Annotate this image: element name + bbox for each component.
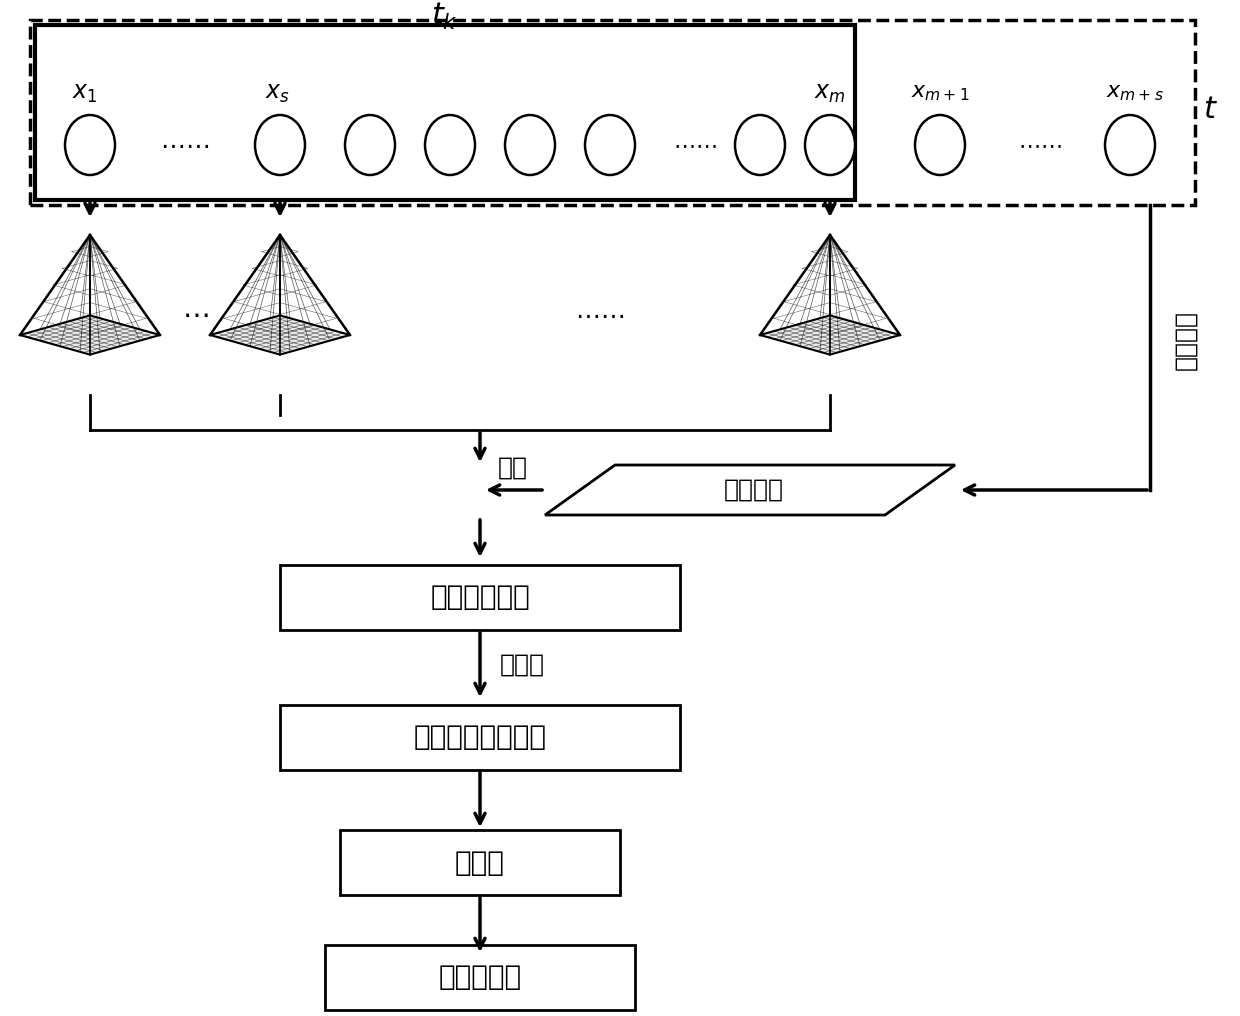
Ellipse shape [345, 115, 396, 175]
Polygon shape [210, 315, 350, 355]
Polygon shape [760, 315, 900, 355]
Ellipse shape [1105, 115, 1154, 175]
Text: 类别判断: 类别判断 [723, 478, 784, 502]
Text: 按类概率模型: 按类概率模型 [430, 583, 529, 612]
Bar [325, 945, 635, 1010]
Bar [340, 830, 620, 895]
Bar [280, 705, 680, 770]
Text: 实时数据: 实时数据 [1173, 310, 1197, 370]
Text: $x_m$: $x_m$ [815, 81, 846, 105]
Text: $x_{m+1}$: $x_{m+1}$ [911, 83, 970, 103]
Text: 故障率: 故障率 [455, 848, 505, 877]
Text: 可视化: 可视化 [500, 653, 546, 677]
Text: $x_s$: $x_s$ [264, 81, 289, 105]
Bar [35, 25, 856, 200]
Polygon shape [20, 315, 160, 355]
Text: $\cdots\cdots$: $\cdots\cdots$ [1018, 135, 1061, 155]
Ellipse shape [64, 115, 115, 175]
Polygon shape [546, 465, 955, 515]
Bar [280, 565, 680, 630]
Text: 按类概率图像模型: 按类概率图像模型 [413, 723, 547, 752]
Text: $\cdots\cdots$: $\cdots\cdots$ [575, 303, 625, 327]
Ellipse shape [915, 115, 965, 175]
Ellipse shape [735, 115, 785, 175]
Text: $\cdots$: $\cdots$ [182, 301, 208, 329]
Ellipse shape [425, 115, 475, 175]
Text: $t_k$: $t_k$ [432, 0, 459, 31]
Ellipse shape [585, 115, 635, 175]
Text: $\cdots\cdots$: $\cdots\cdots$ [160, 133, 210, 157]
Text: $x_1$: $x_1$ [72, 81, 98, 105]
Text: $x_{m+s}$: $x_{m+s}$ [1106, 83, 1164, 103]
Text: $\cdots\cdots$: $\cdots\cdots$ [673, 135, 717, 155]
Text: 可靠性指标: 可靠性指标 [439, 963, 522, 992]
Text: $t$: $t$ [1203, 96, 1218, 125]
Ellipse shape [805, 115, 856, 175]
Bar [30, 20, 1195, 205]
Ellipse shape [255, 115, 305, 175]
Ellipse shape [505, 115, 556, 175]
Text: 更新: 更新 [497, 456, 527, 480]
